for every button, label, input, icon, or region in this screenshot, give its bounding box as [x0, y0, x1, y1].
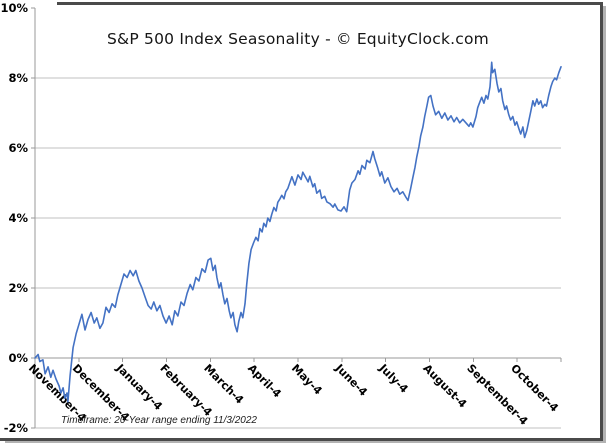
- x-tick-label: May-4: [289, 362, 325, 398]
- y-axis-labels: 10% 8% 6% 4% 2% 0% -2%: [0, 1, 28, 435]
- frame-shadow-right: [603, 6, 606, 443]
- x-tick-label: March-4: [201, 362, 246, 407]
- frame-shadow-bottom: [5, 441, 606, 443]
- y-tick-label: 0%: [8, 351, 28, 365]
- price-line: [34, 61, 562, 403]
- y-tick-label: -2%: [4, 421, 29, 435]
- y-tick-label: 6%: [8, 141, 28, 155]
- frame-border-right: [600, 2, 603, 439]
- x-axis: [34, 357, 562, 362]
- chart-title: S&P 500 Index Seasonality - © EquityCloc…: [107, 30, 489, 48]
- timeframe-note: Timeframe: 20-Year range ending 11/3/202…: [61, 415, 257, 426]
- y-tick-label: 2%: [8, 281, 28, 295]
- x-tick-label: July-4: [376, 361, 411, 396]
- x-tick-label: April-4: [245, 362, 284, 401]
- frame-border-bottom: [0, 438, 603, 441]
- y-tick-label: 4%: [8, 211, 28, 225]
- y-tick-label: 8%: [8, 71, 28, 85]
- y-tick-label: 10%: [0, 1, 28, 15]
- x-tick-label: August-4: [420, 362, 469, 411]
- x-tick-label: June-4: [332, 361, 370, 399]
- frame-border-top: [57, 2, 603, 5]
